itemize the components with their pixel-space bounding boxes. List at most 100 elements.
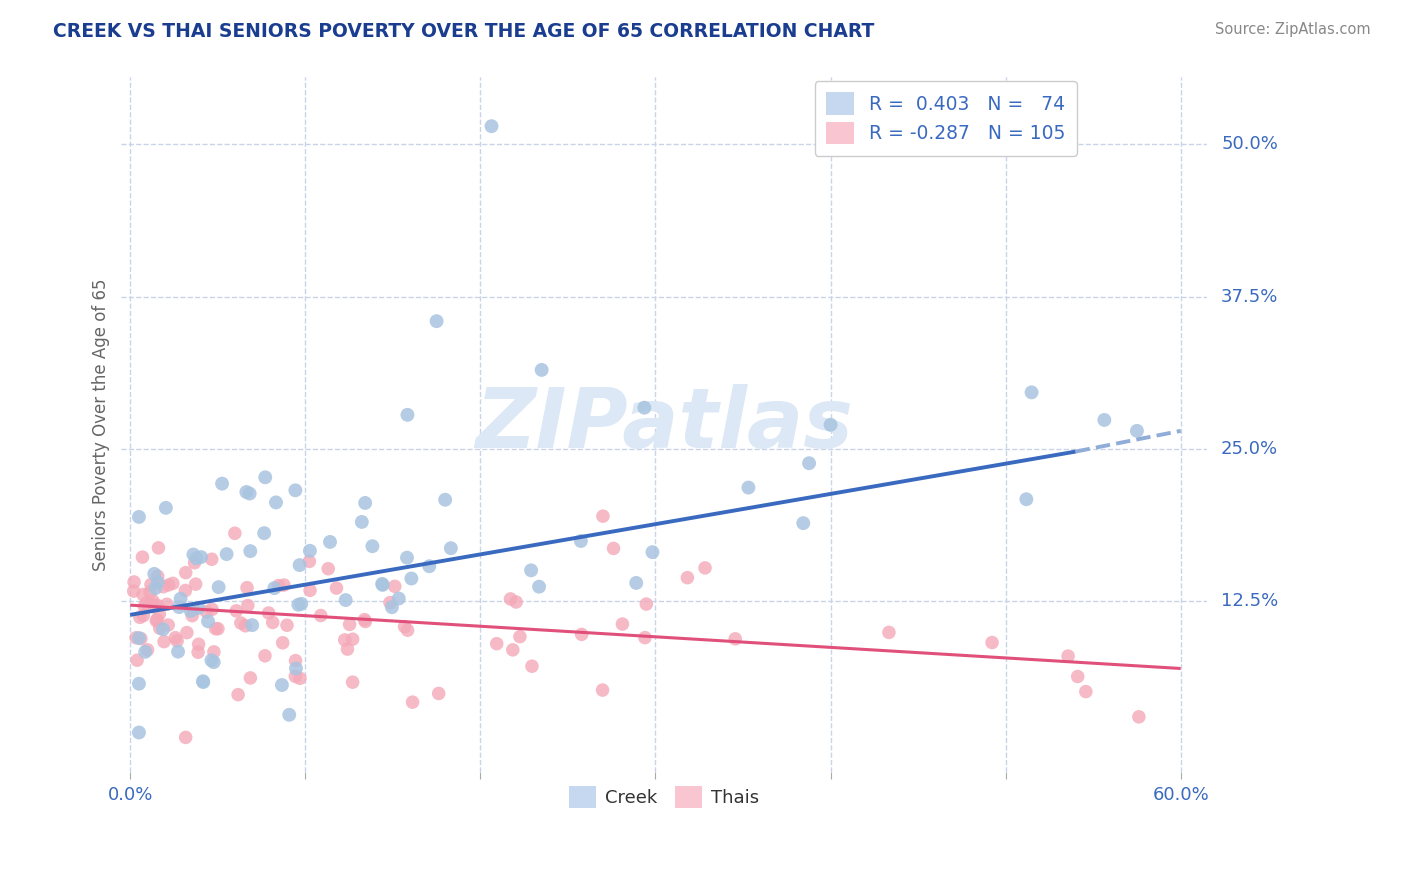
Point — [335, 593, 357, 607]
Point — [156, 597, 179, 611]
Point — [792, 516, 814, 530]
Point — [288, 671, 311, 685]
Point — [131, 550, 153, 565]
Text: 12.5%: 12.5% — [1220, 592, 1278, 610]
Point — [139, 585, 162, 599]
Point — [183, 556, 205, 570]
Point — [1066, 669, 1088, 683]
Point — [319, 535, 342, 549]
Point — [520, 563, 543, 577]
Point — [394, 619, 416, 633]
Point — [146, 569, 169, 583]
Point — [626, 576, 648, 591]
Point — [263, 581, 285, 595]
Point — [145, 581, 167, 595]
Point — [571, 627, 593, 641]
Point — [278, 707, 301, 722]
Point — [276, 618, 298, 632]
Point — [384, 579, 406, 593]
Point — [350, 515, 373, 529]
Point — [207, 622, 229, 636]
Point — [132, 608, 155, 623]
Point — [224, 526, 246, 541]
Text: Source: ZipAtlas.com: Source: ZipAtlas.com — [1215, 22, 1371, 37]
Point — [201, 602, 224, 616]
Point — [226, 688, 249, 702]
Point — [253, 648, 276, 663]
Point — [169, 591, 191, 606]
Point — [354, 496, 377, 510]
Point — [505, 595, 527, 609]
Point — [592, 683, 614, 698]
Point — [287, 598, 309, 612]
Point — [148, 607, 170, 621]
Point — [325, 581, 347, 595]
Point — [401, 695, 423, 709]
Point — [239, 486, 262, 500]
Point — [193, 675, 215, 690]
Point — [146, 575, 169, 590]
Point — [877, 625, 900, 640]
Point — [273, 578, 295, 592]
Point — [371, 578, 394, 592]
Point — [342, 675, 364, 690]
Point — [271, 678, 294, 692]
Point — [569, 534, 592, 549]
Point — [136, 643, 159, 657]
Point — [1015, 492, 1038, 507]
Point — [264, 495, 287, 509]
Point — [285, 661, 308, 675]
Point — [204, 622, 226, 636]
Point — [1021, 385, 1043, 400]
Point — [509, 630, 531, 644]
Point — [187, 601, 209, 615]
Point — [202, 645, 225, 659]
Point — [176, 625, 198, 640]
Point — [197, 615, 219, 629]
Point — [602, 541, 624, 556]
Point — [1126, 424, 1149, 438]
Point — [236, 599, 259, 613]
Point — [481, 119, 503, 133]
Point — [440, 541, 463, 556]
Point — [418, 559, 440, 574]
Point — [239, 671, 262, 685]
Point — [378, 596, 401, 610]
Legend: Creek, Thais: Creek, Thais — [561, 779, 766, 815]
Point — [388, 591, 411, 606]
Point — [157, 578, 180, 592]
Text: 37.5%: 37.5% — [1220, 288, 1278, 306]
Point — [737, 481, 759, 495]
Point — [427, 686, 450, 700]
Point — [128, 676, 150, 690]
Point — [401, 572, 423, 586]
Point — [527, 580, 550, 594]
Text: 50.0%: 50.0% — [1220, 136, 1278, 153]
Point — [122, 584, 145, 599]
Point — [316, 562, 339, 576]
Point — [520, 659, 543, 673]
Point — [502, 643, 524, 657]
Point — [146, 599, 169, 613]
Point — [981, 635, 1004, 649]
Point — [129, 632, 152, 646]
Point — [353, 613, 375, 627]
Point — [180, 604, 202, 618]
Point — [190, 550, 212, 565]
Point — [271, 636, 294, 650]
Point — [145, 614, 167, 628]
Point — [676, 571, 699, 585]
Point — [499, 591, 522, 606]
Point — [134, 599, 156, 614]
Point — [236, 581, 259, 595]
Point — [134, 645, 156, 659]
Point — [395, 550, 418, 565]
Point — [191, 674, 214, 689]
Point — [165, 631, 187, 645]
Point — [167, 645, 190, 659]
Point — [257, 606, 280, 620]
Point — [426, 314, 449, 328]
Point — [1128, 710, 1150, 724]
Point — [361, 539, 384, 553]
Point — [166, 633, 188, 648]
